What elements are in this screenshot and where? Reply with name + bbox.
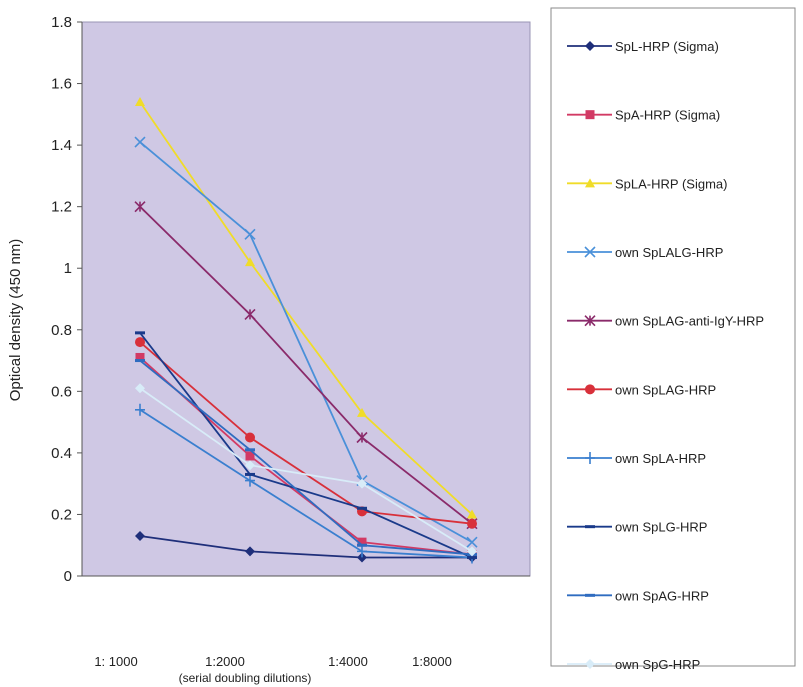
legend-entry: own SpAG-HRP: [567, 588, 709, 603]
data-point: [467, 509, 477, 519]
legend-label: own SpLA-HRP: [615, 451, 706, 466]
data-point: [244, 308, 256, 320]
x-axis-label: (serial doubling dilutions): [179, 671, 312, 685]
legend-label: SpL-HRP (Sigma): [615, 39, 719, 54]
data-point: [135, 352, 145, 362]
data-point: [245, 451, 255, 461]
legend-entry: own SpLA-HRP: [567, 451, 706, 466]
y-tick-label: 0: [64, 568, 72, 585]
x-axis: 1: 1000 1:2000 1:4000 1:8000: [82, 575, 530, 669]
data-point: [357, 537, 367, 547]
data-point: [244, 228, 256, 240]
series-line: [139, 101, 473, 516]
data-point: [245, 257, 255, 267]
data-point: [134, 201, 146, 213]
y-tick-label: 1.8: [51, 14, 72, 31]
y-tick-label: 0.8: [51, 322, 72, 339]
series-line: [139, 409, 473, 559]
data-point: [245, 432, 255, 443]
data-point: [135, 530, 145, 541]
y-tick-label: 1: [64, 260, 72, 277]
plot-background: [81, 21, 531, 577]
legend: SpL-HRP (Sigma) SpA-HRP (Sigma) SpLA-HRP (…: [550, 7, 796, 672]
y-tick-label: 0.4: [51, 445, 72, 462]
data-point: [357, 545, 367, 558]
data-point: [245, 460, 255, 471]
legend-swatch-marker: [584, 315, 596, 327]
legend-swatch-marker: [585, 452, 595, 464]
legend-label: own SpLALG-HRP: [615, 245, 723, 260]
y-tick-label: 0.6: [51, 383, 72, 400]
data-point: [356, 431, 368, 444]
legend-entry: SpL-HRP (Sigma): [567, 39, 719, 54]
y-axis-label: Optical density (450 nm): [7, 239, 24, 402]
series-line: [139, 206, 473, 525]
series-spla-hrp-sigma: [135, 97, 477, 519]
legend-entry: own SpLALG-HRP: [567, 245, 723, 260]
legend-entry: own SpLG-HRP: [567, 520, 707, 535]
y-tick-label: 1.2: [51, 199, 72, 216]
data-point: [135, 337, 145, 348]
series-layer: [134, 97, 478, 564]
data-point: [357, 478, 367, 489]
series-line: [139, 387, 473, 553]
data-point: [135, 97, 145, 107]
legend-swatch-marker: [585, 110, 595, 120]
data-point: [467, 546, 477, 557]
x-tick-label: 1:2000: [205, 654, 245, 669]
data-point: [357, 407, 367, 417]
legend-swatch-marker: [585, 178, 595, 188]
legend-label: own SpLG-HRP: [615, 520, 707, 535]
legend-entry: SpLA-HRP (Sigma): [567, 176, 727, 191]
legend-label: own SpAG-HRP: [615, 588, 709, 603]
legend-swatch-marker: [585, 384, 595, 395]
series-line: [139, 535, 472, 559]
legend-entry: own SpG-HRP: [567, 657, 700, 672]
data-point: [135, 383, 145, 394]
series-line: [139, 332, 473, 559]
legend-entry: own SpLAG-anti-IgY-HRP: [567, 314, 764, 329]
legend-label: SpLA-HRP (Sigma): [615, 176, 727, 191]
data-point: [245, 546, 255, 557]
x-tick-label: 1: 1000: [94, 654, 137, 669]
legend-entry: own SpLAG-HRP: [567, 382, 716, 397]
series-own-splg-hrp: [135, 331, 477, 560]
y-tick-label: 1.4: [51, 137, 72, 154]
legend-swatch-marker: [584, 246, 596, 258]
series-line: [139, 141, 473, 543]
data-point: [467, 518, 477, 529]
x-tick-label: 1:8000: [412, 654, 452, 669]
x-tick-label: 1:4000: [328, 654, 368, 669]
y-tick-label: 0.2: [51, 506, 72, 523]
legend-label: own SpLAG-anti-IgY-HRP: [615, 314, 764, 329]
series-line: [139, 359, 473, 556]
data-point: [135, 403, 145, 416]
data-point: [245, 474, 255, 487]
plot-area: [81, 21, 531, 577]
legend-label: own SpG-HRP: [615, 657, 700, 672]
legend-swatch-marker: [585, 41, 595, 51]
data-point: [466, 536, 478, 548]
legend-entry: SpA-HRP (Sigma): [567, 108, 720, 123]
y-tick-label: 1.6: [51, 76, 72, 93]
series-own-spg-hrp: [135, 383, 477, 557]
data-point: [134, 136, 146, 148]
series-own-spag-hrp: [135, 359, 477, 556]
series-line: [139, 356, 473, 556]
y-axis: 0 0.2 0.4 0.6 0.8 1 1.2 1.4 1.6 1.8: [51, 14, 83, 585]
legend-swatch-marker: [585, 659, 595, 669]
legend-label: own SpLAG-HRP: [615, 382, 716, 397]
data-point: [357, 552, 367, 563]
legend-label: SpA-HRP (Sigma): [615, 108, 720, 123]
